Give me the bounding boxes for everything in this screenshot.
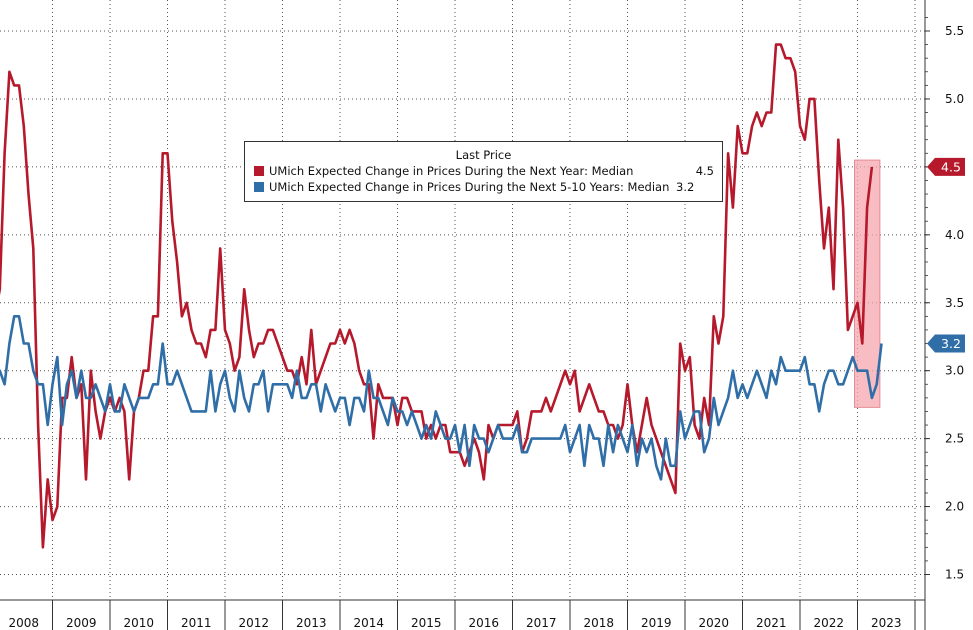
y-tick-label: 3.0 [945,364,964,378]
legend-title: Last Price [455,148,512,162]
highlight-rect [854,159,881,408]
gridlines [0,0,925,600]
recent-highlight-region [854,159,881,408]
legend-label: UMich Expected Change in Prices During t… [269,180,670,194]
series-line-one-year [0,43,874,549]
x-tick-label: 2008 [8,616,39,630]
y-tick-label: 1.5 [945,568,964,582]
last-value-badge: 4.5 [927,157,965,176]
x-tick-label: 2016 [468,616,499,630]
last-value-badge: 3.2 [927,334,965,353]
x-tick-label: 2015 [411,616,442,630]
x-tick-label: 2021 [756,616,787,630]
legend-value: 3.2 [676,180,695,194]
y-tick-label: 2.0 [945,500,964,514]
x-tick-label: 2013 [296,616,327,630]
legend-item-five-ten-year: UMich Expected Change in Prices During t… [245,179,722,195]
y-tick-label: 5.0 [945,92,964,106]
legend: Last Price UMich Expected Change in Pric… [244,141,723,202]
badge-shape [927,157,965,176]
y-tick-label: 2.5 [945,432,964,446]
x-tick-label: 2018 [583,616,614,630]
y-tick-label: 3.5 [945,296,964,310]
x-tick-label: 2020 [698,616,729,630]
legend-swatch-blue [254,182,264,192]
series-lines [0,43,883,549]
y-tick-label: 5.5 [945,24,964,38]
x-tick-label: 2023 [871,616,902,630]
badge-shape [927,334,965,353]
legend-label: UMich Expected Change in Prices During t… [269,164,634,178]
x-tick-label: 2014 [353,616,384,630]
legend-swatch-red [254,166,264,176]
legend-item-one-year: UMich Expected Change in Prices During t… [245,163,722,179]
legend-value: 4.5 [695,164,714,178]
x-tick-label: 2022 [813,616,844,630]
x-tick-label: 2010 [123,616,154,630]
x-tick-label: 2011 [181,616,212,630]
badge-label: 4.5 [941,159,961,174]
y-tick-label: 4.0 [945,228,964,242]
series-line-five-ten-year [0,314,883,481]
x-tick-label: 2017 [526,616,557,630]
x-tick-label: 2009 [66,616,97,630]
x-tick-label: 2012 [238,616,269,630]
badge-label: 3.2 [941,336,961,351]
x-tick-label: 2019 [641,616,672,630]
